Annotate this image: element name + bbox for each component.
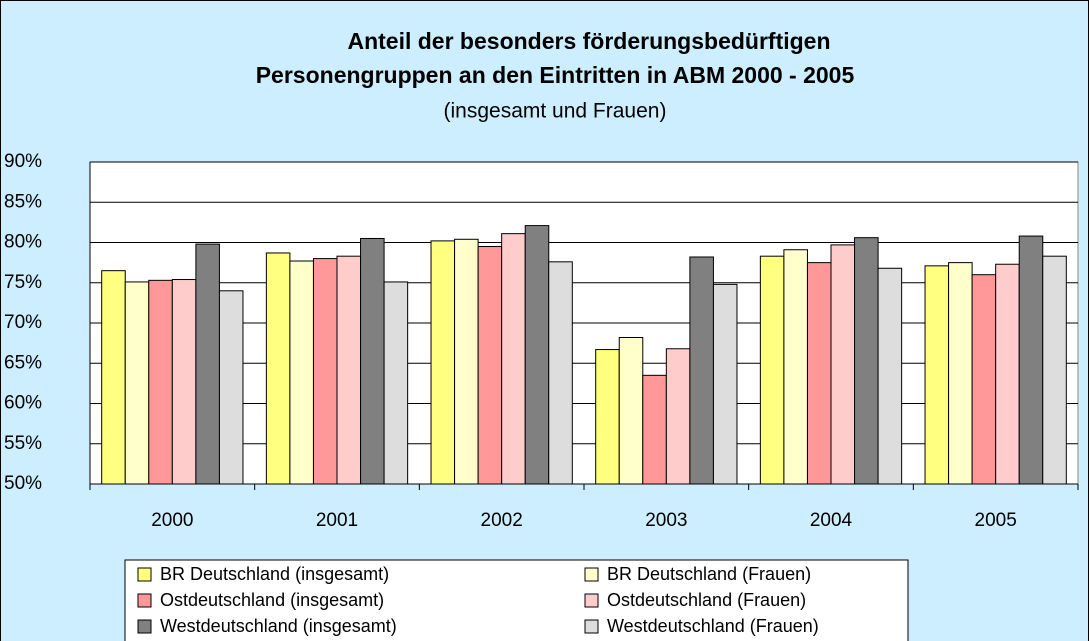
bar [665, 348, 691, 485]
bar [995, 263, 1020, 485]
legend-label: Westdeutschland (Frauen) [607, 616, 819, 636]
bar [877, 267, 903, 485]
bar [971, 274, 997, 485]
bar [148, 279, 173, 485]
legend-label: BR Deutschland (Frauen) [607, 564, 811, 584]
legend-swatch [584, 619, 599, 634]
legend-swatch [137, 619, 152, 634]
bar [454, 238, 479, 485]
chart-subtitle: (insgesamt und Frauen) [444, 100, 667, 123]
y-tick-label: 55% [4, 433, 42, 454]
legend-label: BR Deutschland (insgesamt) [160, 564, 389, 584]
bar [948, 262, 973, 485]
y-tick-label: 70% [4, 312, 42, 333]
bar [477, 246, 503, 485]
chart-title: Anteil der besonders förderungsbedürftig… [347, 28, 830, 54]
bar [1018, 235, 1044, 485]
y-tick-label: 50% [4, 473, 42, 494]
legend-label: Ostdeutschland (Frauen) [607, 590, 806, 610]
bar [171, 279, 197, 485]
bar [336, 255, 362, 485]
y-tick-label: 80% [4, 232, 42, 253]
bar [712, 283, 738, 485]
legend-swatch [584, 593, 599, 608]
legend [124, 559, 909, 641]
bar [759, 255, 785, 485]
bar [854, 237, 879, 485]
x-tick-label: 2005 [975, 510, 1017, 531]
bar [265, 252, 291, 485]
bar [195, 243, 220, 485]
bar [618, 336, 644, 485]
legend-label: Ostdeutschland (insgesamt) [160, 590, 384, 610]
chart-title: Personengruppen an den Eintritten in ABM… [256, 62, 855, 88]
x-tick-label: 2003 [645, 510, 687, 531]
legend-swatch [137, 593, 152, 608]
bar [360, 237, 385, 485]
x-tick-label: 2004 [810, 510, 853, 531]
bar [689, 256, 714, 485]
bar [830, 244, 856, 485]
y-tick-label: 65% [4, 352, 42, 373]
legend-swatch [584, 567, 599, 582]
y-tick-label: 75% [4, 272, 42, 293]
bar [924, 265, 950, 485]
bar [124, 281, 150, 485]
bar [312, 258, 338, 485]
y-tick-label: 90% [4, 151, 42, 172]
y-tick-label: 85% [4, 191, 42, 212]
bar [806, 262, 832, 485]
bar [101, 270, 126, 485]
x-tick-label: 2002 [481, 510, 523, 531]
y-tick-label: 60% [4, 393, 42, 414]
bar [430, 240, 456, 485]
bar [524, 225, 550, 485]
bar [501, 233, 526, 485]
x-tick-label: 2001 [316, 510, 358, 531]
legend-label: Westdeutschland (insgesamt) [160, 616, 397, 636]
legend-swatch [137, 567, 152, 582]
bar [783, 249, 808, 485]
bar [642, 374, 667, 485]
bar [595, 349, 620, 485]
bar [289, 260, 314, 485]
x-tick-label: 2000 [151, 510, 193, 531]
bar [548, 261, 573, 485]
bar [218, 290, 244, 485]
bar [383, 281, 409, 485]
bar [1042, 255, 1067, 485]
